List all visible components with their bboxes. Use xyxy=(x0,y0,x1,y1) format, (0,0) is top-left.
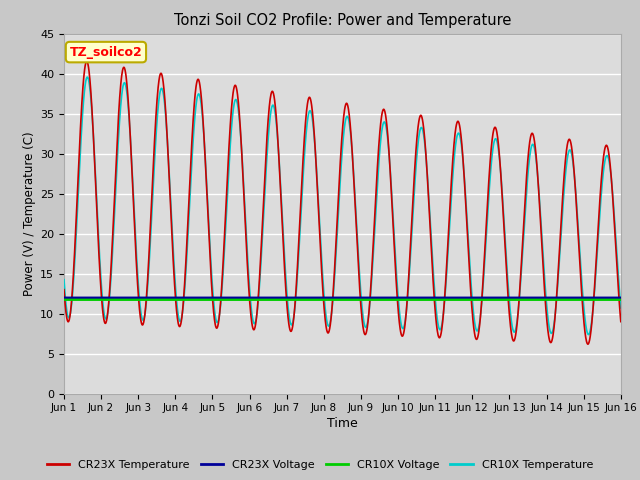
Y-axis label: Power (V) / Temperature (C): Power (V) / Temperature (C) xyxy=(23,132,36,296)
Text: TZ_soilco2: TZ_soilco2 xyxy=(70,46,142,59)
Title: Tonzi Soil CO2 Profile: Power and Temperature: Tonzi Soil CO2 Profile: Power and Temper… xyxy=(173,13,511,28)
Legend: CR23X Temperature, CR23X Voltage, CR10X Voltage, CR10X Temperature: CR23X Temperature, CR23X Voltage, CR10X … xyxy=(43,456,597,474)
X-axis label: Time: Time xyxy=(327,418,358,431)
